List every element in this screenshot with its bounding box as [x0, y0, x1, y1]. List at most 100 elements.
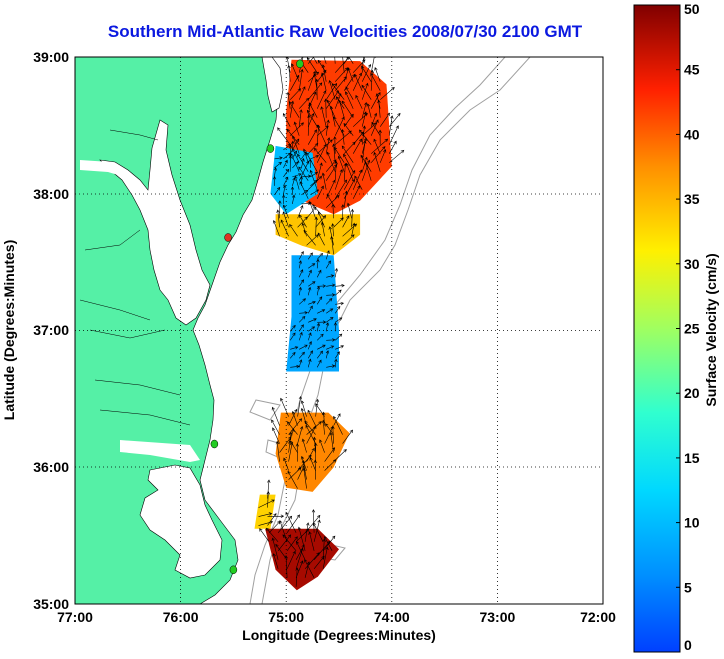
velocity-region-hatteras-southwest: [254, 494, 276, 529]
y-tick-label: 36:00: [33, 459, 69, 475]
velocity-arrow: [298, 331, 303, 341]
velocity-arrow: [325, 250, 330, 260]
y-tick-labels: 35:00 36:00 37:00 38:00 39:00: [33, 49, 69, 612]
velocity-arrow: [316, 185, 324, 199]
velocity-arrow: [338, 99, 345, 118]
velocity-arrow: [331, 223, 335, 237]
velocity-arrow: [370, 57, 376, 73]
y-axis-label: Latitude (Degrees:Minutes): [1, 240, 17, 420]
velocity-arrow: [352, 138, 363, 154]
velocity-arrow: [325, 260, 331, 269]
velocity-arrow: [309, 169, 318, 190]
velocity-arrow: [297, 425, 304, 444]
y-tick-label: 35:00: [33, 596, 69, 612]
velocity-arrow: [304, 552, 320, 569]
velocity-arrow: [334, 57, 336, 64]
velocity-arrow: [321, 172, 327, 190]
velocity-arrow: [288, 418, 303, 435]
velocity-arrow: [290, 186, 295, 195]
velocity-arrow: [316, 359, 322, 368]
velocity-arrow: [291, 140, 295, 150]
velocity-arrow: [317, 284, 327, 288]
velocity-arrow: [280, 219, 289, 237]
velocity-arrow: [326, 308, 334, 314]
velocity-arrow: [312, 522, 324, 542]
velocity-arrow: [307, 305, 313, 314]
velocity-arrow: [326, 317, 334, 323]
velocity-arrow: [303, 229, 316, 246]
velocity-arrow: [307, 252, 313, 260]
velocity-arrow: [325, 194, 340, 208]
velocity-arrow: [282, 184, 287, 195]
velocity-arrow: [343, 170, 356, 190]
bathymetry-contour: [261, 57, 531, 604]
velocity-arrow: [307, 358, 312, 368]
velocity-arrow: [308, 263, 316, 269]
velocity-arrow: [334, 358, 338, 368]
velocity-arrow: [273, 167, 277, 177]
velocity-arrow: [308, 102, 318, 118]
velocity-arrow: [371, 138, 389, 154]
velocity-arrow: [308, 200, 316, 219]
velocity-arrow: [317, 320, 327, 324]
velocity-arrow: [271, 537, 279, 560]
velocity-arrow: [272, 427, 280, 444]
velocity-arrow: [314, 216, 318, 237]
velocity-arrow: [379, 149, 387, 163]
velocity-arrow: [300, 400, 307, 417]
velocity-arrow: [341, 145, 354, 163]
velocity-arrow: [329, 105, 336, 127]
velocity-arrow: [325, 322, 330, 332]
velocity-arrow: [364, 161, 372, 181]
velocity-arrow: [317, 232, 325, 246]
velocity-arrow: [265, 527, 279, 542]
velocity-arrow: [297, 216, 308, 228]
velocity-arrow: [283, 176, 289, 187]
velocity-arrow: [302, 148, 309, 163]
velocity-arrow: [288, 431, 293, 453]
velocity-arrow: [292, 150, 297, 160]
velocity-arrow: [307, 409, 316, 426]
velocity-arrow: [307, 143, 319, 154]
velocity-arrow: [289, 74, 300, 91]
colorbar-tick-label: 10: [684, 515, 700, 531]
velocity-arrow: [291, 194, 296, 204]
x-tick-label: 72:00: [580, 609, 616, 625]
velocity-arrow: [267, 479, 271, 499]
velocity-arrow: [292, 177, 296, 186]
velocity-arrow: [333, 116, 345, 136]
velocity-arrow: [275, 440, 280, 462]
velocity-arrow: [326, 338, 336, 342]
velocity-arrow: [286, 536, 298, 551]
velocity-arrow: [342, 215, 350, 228]
velocity-arrow: [325, 298, 333, 305]
colorbar-tick-label: 15: [684, 450, 700, 466]
velocity-arrow: [374, 67, 381, 82]
velocity-arrow: [329, 432, 334, 453]
velocity-arrow: [370, 146, 386, 163]
velocity-arrow: [308, 318, 317, 323]
velocity-region-virginia-shelf-low: [286, 255, 339, 372]
velocity-arrow: [334, 179, 347, 199]
rivers: [79, 129, 191, 426]
velocity-arrow: [316, 350, 323, 359]
velocity-arrow: [333, 322, 338, 332]
x-tick-label: 74:00: [374, 609, 410, 625]
velocity-arrow: [308, 326, 316, 332]
x-tick-label: 75:00: [268, 609, 304, 625]
velocity-arrow: [361, 101, 368, 118]
velocity-arrow: [316, 90, 327, 109]
velocity-arrow: [272, 553, 279, 569]
radar-stations: [210, 59, 304, 575]
velocity-arrow: [328, 226, 334, 246]
velocity-arrow: [288, 467, 302, 480]
velocity-arrow: [370, 91, 381, 109]
velocity-arrow: [299, 344, 308, 350]
velocity-arrow: [308, 300, 316, 305]
velocity-arrow: [301, 222, 307, 237]
velocity-arrow: [334, 305, 341, 314]
velocity-arrow: [335, 301, 345, 306]
velocity-arrow: [320, 106, 327, 127]
velocity-arrow: [345, 162, 354, 181]
colorbar-tick-label: 20: [684, 385, 700, 401]
